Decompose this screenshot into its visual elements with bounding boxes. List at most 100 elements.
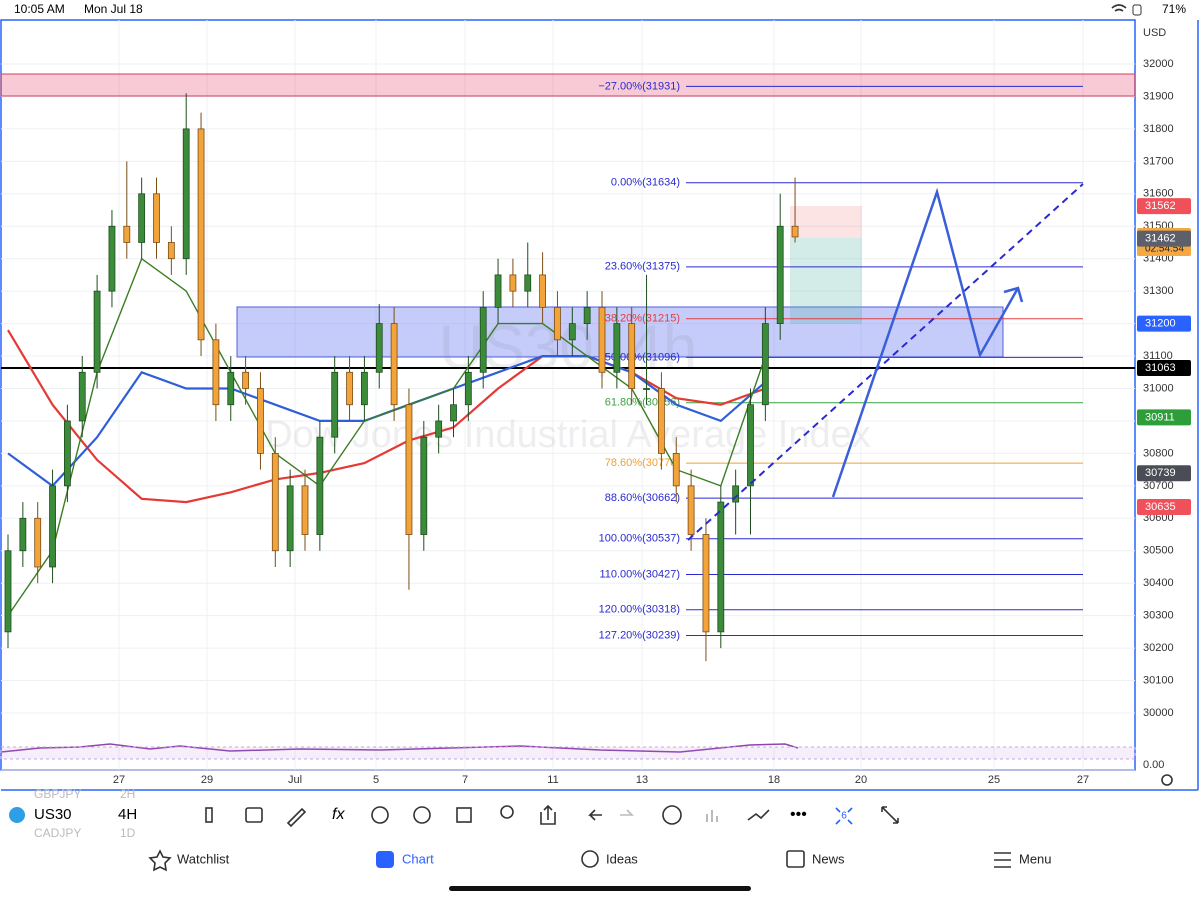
watchlist-icon xyxy=(148,849,172,872)
x-tick-label: 11 xyxy=(547,774,558,786)
fib-label: 100.00%(30537) xyxy=(599,533,680,545)
candle-body xyxy=(420,436,428,535)
candle-body xyxy=(375,323,383,373)
ideas-icon[interactable] xyxy=(500,805,514,819)
share-icon[interactable] xyxy=(540,804,556,825)
fib-label: −27.00%(31931) xyxy=(598,80,680,92)
candle-body xyxy=(197,128,205,341)
y-tick-label: 31600 xyxy=(1143,188,1174,200)
status-date: Mon Jul 18 xyxy=(84,2,143,16)
redo-icon xyxy=(620,809,634,816)
candle-body xyxy=(613,323,621,373)
candle-body xyxy=(702,534,710,633)
candle-body xyxy=(405,404,413,535)
rsi-band xyxy=(0,746,1136,760)
price-badge xyxy=(1137,498,1191,515)
candle-body xyxy=(761,323,769,406)
x-tick-label: 18 xyxy=(768,774,780,786)
candle-body xyxy=(509,274,517,292)
candle-body xyxy=(524,274,532,292)
candle-body xyxy=(242,371,250,389)
price-badge-label: 31063 xyxy=(1145,362,1176,374)
price-badge xyxy=(1137,465,1191,482)
y-tick-label: 31800 xyxy=(1143,123,1174,135)
compare-icon[interactable] xyxy=(245,807,263,823)
financials-icon xyxy=(706,810,718,822)
info-icon[interactable] xyxy=(662,805,682,825)
candle-body xyxy=(554,306,561,341)
nav-item[interactable]: Watchlist xyxy=(177,851,230,866)
news-icon xyxy=(786,850,805,868)
y-tick-label: 31300 xyxy=(1143,285,1174,297)
stop-zone xyxy=(790,206,862,238)
price-badge xyxy=(1137,360,1191,377)
candle-body xyxy=(687,485,695,535)
candle-body xyxy=(108,225,116,292)
candle-body xyxy=(450,404,457,422)
candle-body xyxy=(479,306,487,373)
candle-body xyxy=(583,306,591,325)
nav-item[interactable]: Menu xyxy=(1019,851,1052,866)
resistance-zone xyxy=(0,73,1136,97)
draw-icon[interactable] xyxy=(286,807,307,828)
y-tick-label: 30600 xyxy=(1143,512,1174,524)
candle-body xyxy=(4,550,12,633)
battery-icon xyxy=(1132,4,1142,16)
x-tick-label: 20 xyxy=(855,774,867,786)
nav-item[interactable]: Chart xyxy=(402,851,434,866)
replay-icon[interactable] xyxy=(747,809,770,821)
candle-body xyxy=(19,517,27,552)
candle-body xyxy=(167,242,175,260)
candle-body xyxy=(138,193,146,243)
settings-icon[interactable] xyxy=(1161,774,1173,786)
interval[interactable]: 4H xyxy=(118,806,137,823)
y-tick-label: 30500 xyxy=(1143,545,1174,557)
fib-label: 120.00%(30318) xyxy=(599,604,680,616)
candle-body xyxy=(212,339,220,406)
candle-body xyxy=(747,404,754,487)
candle-body xyxy=(494,274,502,308)
candles-icon[interactable] xyxy=(205,807,213,823)
symbol[interactable]: US30 xyxy=(34,806,72,823)
y-tick-label: 31000 xyxy=(1143,382,1174,394)
candle-body xyxy=(791,225,799,238)
symbol-icon xyxy=(9,807,25,823)
price-badge-label: 31200 xyxy=(1145,318,1176,330)
indicators-icon[interactable]: fx xyxy=(332,806,345,823)
countdown: 02:54:54 xyxy=(1145,244,1184,255)
price-badge xyxy=(1137,230,1191,247)
layouts-icon[interactable] xyxy=(456,807,472,823)
candle-body xyxy=(271,452,279,552)
ghost-symbol: CADJPY xyxy=(34,826,81,840)
candle-body xyxy=(732,485,740,503)
candle-body xyxy=(628,323,636,389)
add-icon[interactable] xyxy=(371,806,389,824)
candle-body xyxy=(643,388,650,390)
layout-count: 6 xyxy=(841,811,847,822)
alert-icon[interactable] xyxy=(413,806,431,824)
y-tick-label: 30200 xyxy=(1143,642,1174,654)
candle-body xyxy=(49,485,56,568)
nav-item[interactable]: Ideas xyxy=(606,851,638,866)
nav-item[interactable]: News xyxy=(812,851,845,866)
candle-body xyxy=(78,371,86,422)
rsi-label: 0.00 xyxy=(1143,759,1164,771)
y-tick-label: 30700 xyxy=(1143,480,1174,492)
candle-body xyxy=(672,452,680,487)
ghost-interval: 1D xyxy=(120,826,136,840)
more-icon[interactable]: ••• xyxy=(790,806,807,823)
candle-body xyxy=(435,420,443,438)
y-tick-label: 32000 xyxy=(1143,58,1174,70)
x-tick-label: 27 xyxy=(113,774,125,786)
chart-icon xyxy=(376,851,394,868)
layout-count-icon[interactable] xyxy=(835,807,853,825)
fib-label: 38.20%(31215) xyxy=(605,313,680,325)
candle-body xyxy=(346,371,353,406)
y-tick-label: 30100 xyxy=(1143,674,1174,686)
fullscreen-icon[interactable] xyxy=(881,806,899,824)
price-badge xyxy=(1137,315,1191,332)
undo-icon[interactable] xyxy=(588,809,602,821)
trendline xyxy=(687,183,1084,541)
